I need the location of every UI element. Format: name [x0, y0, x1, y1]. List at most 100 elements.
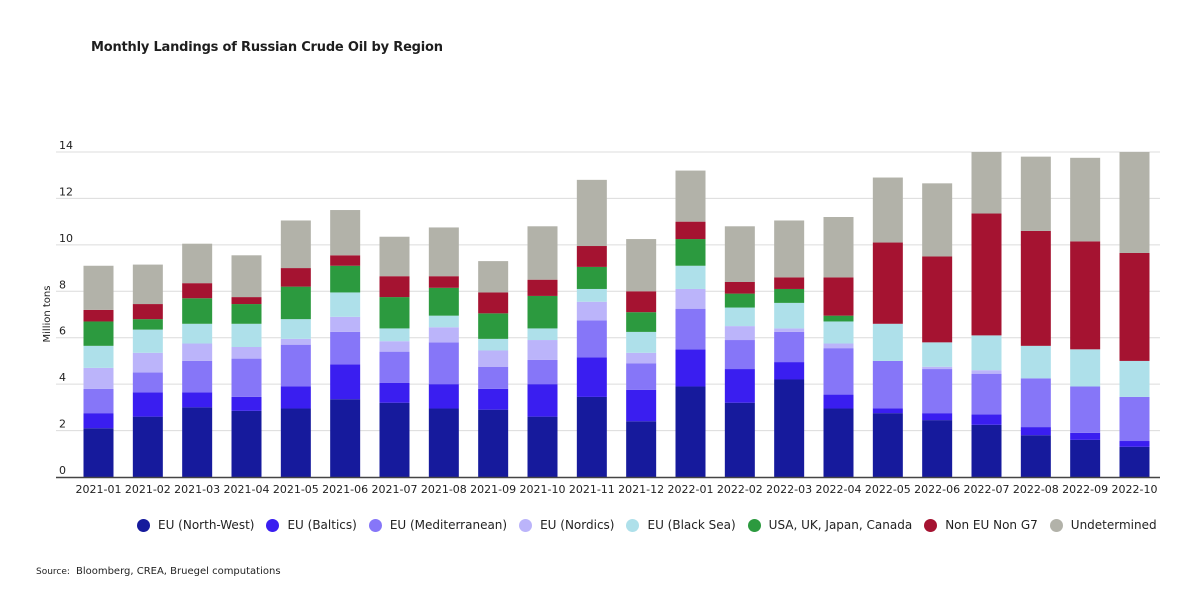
bar-stack	[527, 226, 558, 477]
bar-segment	[1119, 152, 1150, 253]
bar-segment	[576, 246, 607, 267]
bar-segment	[330, 255, 361, 266]
bar-stack	[872, 177, 903, 477]
bar-segment	[774, 302, 805, 329]
legend-swatch-icon	[924, 518, 938, 532]
legend-label: USA, UK, Japan, Canada	[768, 518, 913, 532]
bar-segment	[823, 343, 854, 349]
bar-segment	[971, 370, 1002, 374]
legend-item: Undetermined	[1049, 518, 1157, 532]
bar-segment	[724, 402, 755, 477]
y-tick-label: 2	[59, 418, 66, 431]
bar-segment	[971, 373, 1002, 415]
bar-segment	[280, 319, 311, 339]
bar-segment	[83, 265, 114, 310]
bar-segment	[527, 359, 558, 385]
bar-segment	[1020, 156, 1051, 231]
bar-segment	[330, 364, 361, 400]
bar-segment	[280, 268, 311, 287]
bar-segment	[626, 389, 657, 422]
y-tick-label: 14	[59, 139, 73, 152]
bar-segment	[576, 288, 607, 302]
bar-segment	[182, 392, 213, 408]
x-tick-label: 2022-04	[816, 483, 862, 496]
bar-segment	[823, 315, 854, 322]
bar-segment	[83, 367, 114, 389]
bar-segment	[280, 338, 311, 345]
bar-segment	[527, 279, 558, 296]
x-tick-label: 2021-07	[372, 483, 418, 496]
bar-segment	[971, 424, 1002, 477]
bar-segment	[872, 413, 903, 477]
x-tick-label: 2021-08	[421, 483, 467, 496]
bar-stack	[132, 264, 163, 477]
bar-segment	[428, 342, 459, 385]
bar-segment	[379, 382, 410, 403]
bar-segment	[231, 347, 262, 359]
bar-stack	[330, 210, 361, 477]
y-axis-title: Million tons	[42, 286, 53, 343]
y-tick-label: 0	[59, 464, 66, 477]
bar-segment	[182, 407, 213, 477]
bar-stack	[971, 152, 1002, 477]
bar-segment	[428, 276, 459, 288]
bar-segment	[527, 340, 558, 360]
bar-segment	[1070, 386, 1101, 433]
bar-segment	[330, 210, 361, 256]
bar-segment	[922, 256, 953, 343]
bar-stack	[182, 243, 213, 477]
bar-segment	[231, 255, 262, 298]
y-tick-label: 4	[59, 371, 66, 384]
bar-segment	[922, 183, 953, 257]
bar-segment	[872, 408, 903, 414]
bar-segment	[576, 396, 607, 477]
bar-stack	[626, 239, 657, 477]
bar-segment	[872, 242, 903, 324]
bar-segment	[527, 226, 558, 280]
legend-item: EU (Baltics)	[266, 518, 357, 532]
x-tick-label: 2022-03	[766, 483, 812, 496]
bar-segment	[132, 304, 163, 320]
legend-label: EU (Black Sea)	[647, 518, 736, 532]
bar-segment	[823, 217, 854, 278]
bar-segment	[971, 152, 1002, 214]
bar-segment	[280, 344, 311, 387]
bar-segment	[922, 366, 953, 370]
bar-segment	[478, 366, 509, 389]
bar-segment	[823, 277, 854, 316]
bar-stack	[774, 220, 805, 477]
legend-item: USA, UK, Japan, Canada	[747, 518, 913, 532]
bar-segment	[231, 297, 262, 305]
bar-segment	[675, 349, 706, 387]
bar-segment	[83, 413, 114, 429]
x-tick-label: 2021-03	[174, 483, 220, 496]
bar-segment	[626, 421, 657, 477]
bar-segment	[527, 416, 558, 477]
bar-segment	[379, 297, 410, 329]
bar-segment	[280, 386, 311, 409]
bar-segment	[576, 357, 607, 397]
bar-segment	[724, 340, 755, 370]
legend-swatch-icon	[519, 518, 533, 532]
bar-segment	[132, 416, 163, 477]
legend-label: EU (Mediterranean)	[389, 518, 508, 532]
x-tick-label: 2021-09	[470, 483, 516, 496]
bar-segment	[922, 420, 953, 477]
x-tick-label: 2022-08	[1013, 483, 1059, 496]
bar-segment	[182, 343, 213, 361]
bar-segment	[1070, 349, 1101, 387]
bar-segment	[1119, 360, 1150, 397]
x-tick-label: 2021-02	[125, 483, 171, 496]
bar-segment	[231, 358, 262, 397]
bar-segment	[379, 276, 410, 298]
bar-segment	[774, 331, 805, 363]
x-tick-label: 2022-07	[964, 483, 1010, 496]
x-tick-label: 2021-01	[76, 483, 122, 496]
bar-segment	[280, 286, 311, 320]
bar-stack	[922, 183, 953, 477]
source-note: Source: Bloomberg, CREA, Bruegel computat…	[36, 566, 281, 577]
legend-swatch-icon	[626, 518, 640, 532]
bar-segment	[330, 399, 361, 477]
bar-stack	[428, 227, 459, 477]
legend-label: EU (Nordics)	[540, 518, 615, 532]
